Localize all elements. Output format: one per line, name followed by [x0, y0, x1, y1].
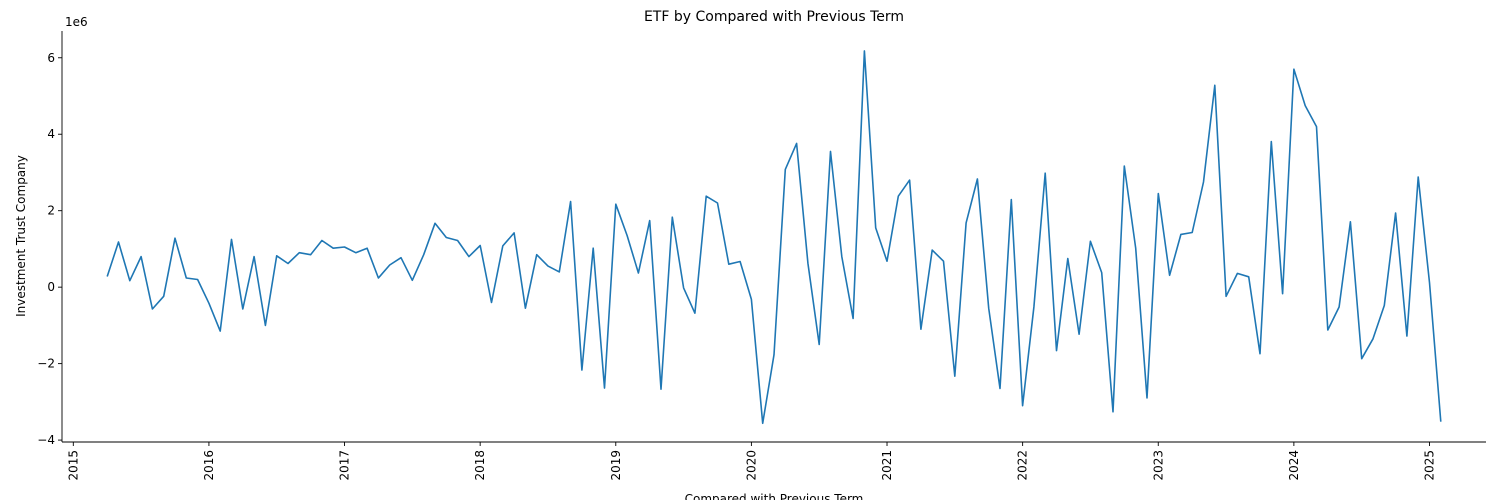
x-tick-label: 2019	[609, 450, 623, 481]
x-tick-label: 2018	[473, 450, 487, 481]
x-tick-label: 2016	[202, 450, 216, 481]
x-tick-label: 2021	[880, 450, 894, 481]
x-tick-label: 2017	[338, 450, 352, 481]
series-line	[106, 50, 1442, 425]
plot-area	[106, 50, 1442, 425]
x-tick-label: 2020	[744, 450, 758, 481]
y-tick-label: −2	[37, 357, 55, 371]
axes	[61, 31, 1486, 443]
y-tick-label: 4	[47, 127, 55, 141]
y-scale-label: 1e6	[65, 15, 88, 29]
y-tick-label: −4	[37, 433, 55, 447]
x-tick-label: 2023	[1151, 450, 1165, 481]
chart-title: ETF by Compared with Previous Term	[644, 9, 904, 25]
x-ticks: 2015 2016 2017 2018 2019 2020 2021 2022 2023 2024…	[66, 442, 1436, 481]
y-ticks: −4 −2 0 2 4 6	[37, 51, 62, 447]
y-tick-label: 2	[47, 204, 55, 218]
y-axis-title: Investment Trust Company	[14, 155, 28, 317]
y-tick-label: 6	[47, 51, 55, 65]
x-tick-label: 2015	[66, 450, 80, 481]
x-tick-label: 2024	[1287, 450, 1301, 481]
x-tick-label: 2022	[1016, 450, 1030, 481]
x-axis-title: Compared with Previous Term	[685, 492, 864, 500]
y-tick-label: 0	[47, 280, 55, 294]
x-tick-label: 2025	[1422, 450, 1436, 481]
